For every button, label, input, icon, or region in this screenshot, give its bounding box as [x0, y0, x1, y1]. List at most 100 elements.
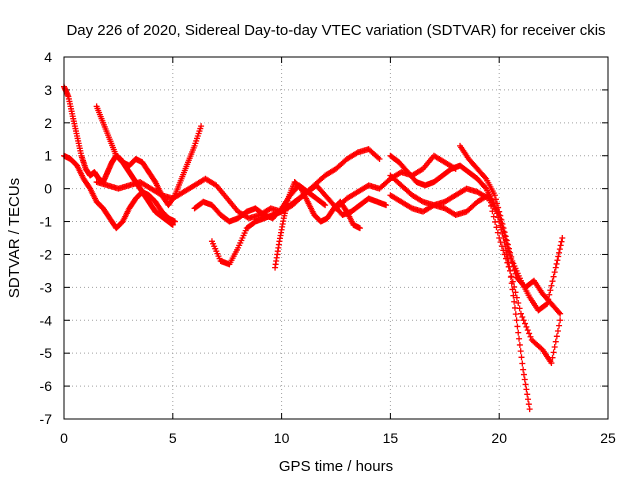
data-point — [494, 200, 501, 207]
y-tick-label: -7 — [40, 411, 53, 427]
y-tick-label: 2 — [44, 115, 52, 131]
data-point — [523, 386, 530, 393]
data-point — [492, 218, 499, 225]
data-point — [493, 224, 500, 231]
data-point — [500, 247, 507, 254]
data-point — [515, 299, 522, 306]
data-point — [522, 320, 529, 327]
data-point — [321, 201, 328, 208]
data-point — [519, 313, 526, 320]
y-tick-label: -6 — [40, 378, 53, 394]
data-point — [513, 317, 520, 324]
data-point — [356, 225, 363, 232]
y-tick-label: -5 — [40, 345, 53, 361]
data-point — [519, 360, 526, 367]
data-point — [499, 221, 506, 228]
y-tick-label: -4 — [40, 312, 53, 328]
data-point — [548, 282, 555, 289]
data-point — [508, 273, 515, 280]
data-point — [553, 260, 560, 267]
data-point — [553, 333, 560, 340]
data-point — [547, 287, 554, 294]
data-point — [383, 202, 390, 209]
data-point — [490, 213, 497, 220]
data-point — [556, 249, 563, 256]
data-point — [549, 278, 556, 285]
data-point — [501, 229, 508, 236]
data-point — [518, 354, 525, 361]
data-point — [550, 273, 557, 280]
data-point — [496, 235, 503, 241]
data-point — [498, 243, 505, 250]
data-point — [526, 330, 533, 337]
data-point — [322, 202, 329, 209]
x-tick-label: 25 — [600, 430, 616, 446]
data-point — [555, 253, 562, 260]
data-points — [61, 83, 566, 413]
data-point — [516, 341, 523, 348]
chart-title: Day 226 of 2020, Sidereal Day-to-day VTE… — [66, 22, 605, 39]
data-point — [494, 229, 501, 236]
x-tick-label: 0 — [60, 430, 68, 446]
data-point — [513, 294, 520, 301]
data-point — [520, 371, 527, 378]
x-tick-label: 20 — [491, 430, 507, 446]
data-point — [520, 317, 527, 324]
data-point — [376, 156, 383, 163]
data-point — [509, 278, 516, 285]
data-point — [556, 322, 563, 329]
series-trace-6 — [191, 182, 329, 225]
data-point — [198, 123, 205, 130]
data-point — [522, 381, 529, 388]
data-point — [557, 317, 564, 324]
series-trace-9 — [387, 172, 564, 317]
data-point — [516, 305, 523, 312]
data-point — [504, 259, 511, 266]
data-point — [557, 310, 564, 317]
series-trace-12 — [333, 152, 459, 212]
data-point — [482, 174, 489, 181]
y-tick-label: 4 — [44, 49, 52, 65]
data-point — [515, 329, 522, 336]
data-point — [504, 241, 511, 248]
data-point — [510, 292, 517, 299]
x-axis-label: GPS time / hours — [279, 458, 393, 475]
tick-labels: 0 5 10 15 20 25 -7 -6 -5 -4 -3 -2 -1 0 1 2 3 4 — [40, 49, 616, 446]
data-point — [512, 289, 519, 296]
data-point — [511, 298, 518, 305]
data-point — [495, 204, 502, 211]
axis-ticks — [63, 56, 609, 420]
y-axis-label: SDTVAR / TECUs — [6, 178, 23, 298]
data-point — [503, 237, 510, 244]
y-tick-label: -3 — [40, 279, 53, 295]
data-point — [551, 269, 558, 276]
data-point — [552, 264, 559, 271]
data-point — [512, 311, 519, 318]
series-trace-10 — [387, 192, 564, 367]
data-point — [525, 396, 532, 403]
data-point — [489, 208, 496, 215]
data-point — [548, 360, 555, 367]
data-point — [527, 333, 534, 340]
data-point — [511, 283, 518, 290]
y-tick-label: 1 — [44, 148, 52, 164]
data-point — [505, 263, 512, 270]
data-point — [558, 238, 565, 245]
data-point — [482, 184, 489, 191]
data-point — [545, 296, 552, 303]
data-point — [520, 366, 527, 373]
series-trace-5 — [208, 182, 390, 268]
data-point — [491, 192, 498, 199]
plot-frame — [63, 56, 609, 420]
x-tick-label: 15 — [383, 430, 399, 446]
data-point — [524, 327, 531, 334]
data-point — [497, 212, 504, 219]
data-point — [507, 249, 514, 256]
data-point — [503, 255, 509, 262]
data-point — [551, 344, 558, 351]
data-point — [171, 218, 178, 225]
data-point — [517, 310, 524, 317]
series-trace-2 — [93, 103, 205, 209]
y-tick-label: -2 — [40, 246, 53, 262]
